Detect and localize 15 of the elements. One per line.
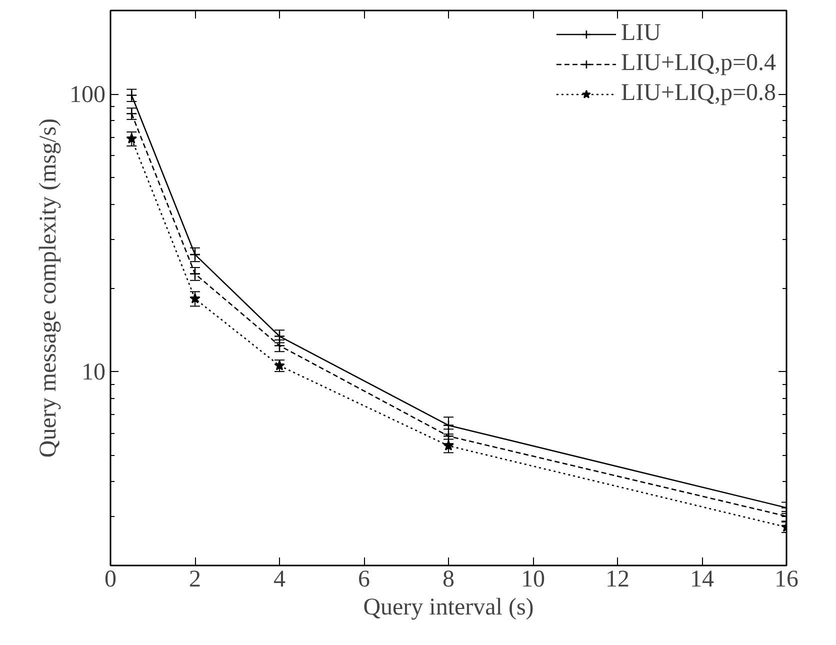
x-tick-label: 0: [104, 566, 116, 592]
x-tick-label: 12: [606, 566, 630, 592]
x-tick-label: 4: [274, 566, 286, 592]
legend-label: LIU+LIQ,p=0.4: [620, 50, 776, 77]
x-tick-label: 10: [521, 566, 545, 592]
x-tick-label: 2: [189, 566, 201, 592]
x-tick-label: 6: [358, 566, 370, 592]
x-tick-label: 14: [690, 566, 714, 592]
x-tick-label: 16: [774, 566, 798, 592]
legend-label: LIU+LIQ,p=0.8: [620, 80, 776, 107]
y-axis-title: Query message complexity (msg/s): [36, 118, 62, 458]
y-tick-label: 100: [70, 82, 106, 108]
x-tick-label: 8: [442, 566, 454, 592]
legend-label: LIU: [620, 20, 661, 47]
x-axis-title: Query interval (s): [363, 594, 534, 620]
